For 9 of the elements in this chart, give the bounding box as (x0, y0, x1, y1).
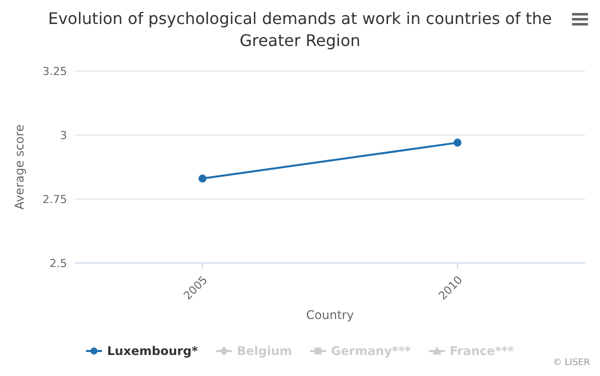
legend-label: Luxembourg* (107, 344, 198, 358)
y-tick-label: 3 (60, 128, 67, 142)
y-tick-label: 2.75 (42, 192, 67, 206)
y-tick-label: 3.25 (42, 64, 67, 78)
x-axis-title: Country (306, 308, 354, 322)
y-tick-label: 2.5 (50, 256, 67, 270)
text: © LISER (552, 358, 590, 368)
chart-title: Evolution of psychological demands at work in countries of the Greater Region (47, 8, 553, 52)
y-axis-title: Average score (12, 124, 26, 210)
